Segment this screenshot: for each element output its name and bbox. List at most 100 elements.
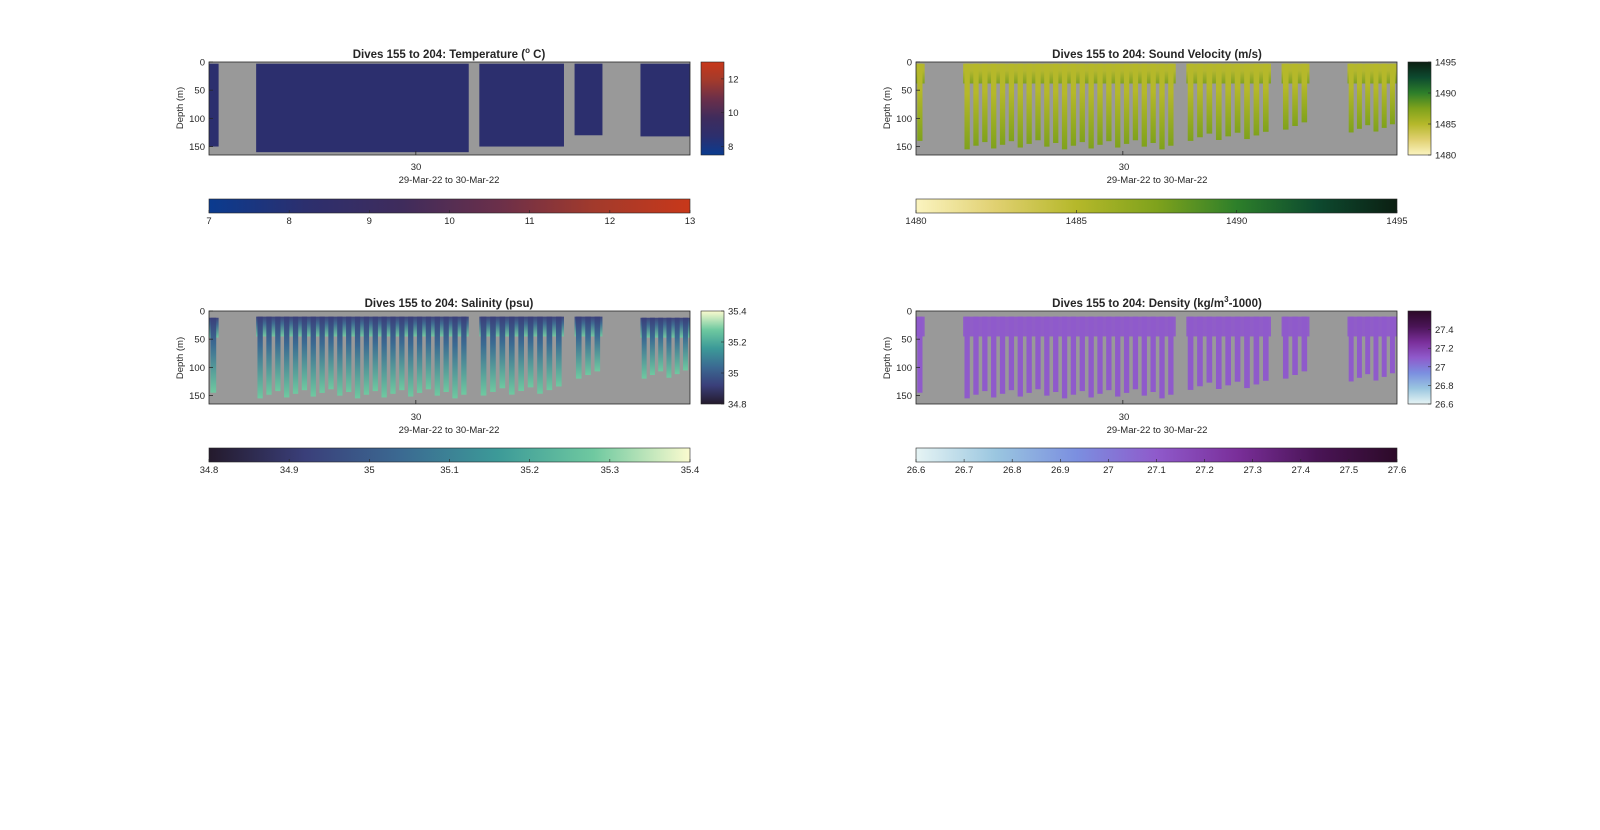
salinity-dive-column: [319, 316, 325, 393]
density-colorbar-bottom-label: 26.9: [1051, 465, 1070, 476]
sound-velocity-dive-column: [1197, 63, 1203, 138]
density-dive-column: [917, 316, 923, 393]
sound-velocity-ylabel: Depth (m): [882, 87, 893, 129]
temperature-colorbar-right-label: 12: [728, 74, 739, 85]
temperature-axes-frame: [208, 61, 691, 156]
salinity-dive-column: [537, 316, 543, 394]
density-title: Dives 155 to 204: Density (kg/m3-1000): [1052, 295, 1262, 310]
density-colorbar-bottom-label: 27: [1103, 465, 1114, 476]
density-dive-column: [1008, 316, 1015, 391]
salinity-dive-column: [354, 316, 361, 399]
density-dive-column: [1365, 316, 1371, 375]
salinity-colorbar-right: [700, 310, 725, 405]
density-dive-column: [1381, 316, 1387, 377]
sound-velocity-dive-column: [999, 63, 1006, 145]
sound-velocity-dive-column: [1017, 63, 1023, 148]
density-dive-column: [1197, 316, 1203, 387]
temperature-profile-group: [574, 63, 603, 136]
density-dive-column: [1373, 316, 1379, 381]
density-colorbar-right-label: 26.6: [1435, 400, 1454, 411]
temperature-title: Dives 155 to 204: Temperature (o C): [353, 46, 546, 61]
density-dive-column: [1115, 316, 1121, 397]
salinity-dive-column: [555, 316, 562, 387]
sound-velocity-colorbar-right-label: 1480: [1435, 151, 1456, 162]
sound-velocity-dive-column: [1061, 63, 1068, 150]
density-dive-column: [964, 316, 970, 399]
sound-velocity-axes-frame: [915, 61, 1398, 156]
density-ytick-label: 50: [901, 335, 912, 346]
density-ytick-label: 100: [896, 363, 912, 374]
sound-velocity-ytick-label: 50: [901, 86, 912, 97]
sound-velocity-dive-column: [1356, 63, 1362, 129]
temperature-colorbar-bottom-label: 13: [685, 216, 696, 227]
salinity-dive-column: [682, 317, 688, 371]
salinity-dive-column: [337, 316, 343, 396]
sound-velocity-dive-column: [1070, 63, 1077, 146]
salinity-surface-layer: [256, 316, 469, 337]
density-dive-column: [1106, 316, 1112, 391]
sound-velocity-dive-column: [1168, 63, 1174, 146]
density-dive-column: [982, 316, 988, 392]
sound-velocity-dive-column: [1389, 63, 1395, 125]
salinity-ytick-label: 150: [189, 391, 205, 402]
salinity-dive-column: [546, 316, 553, 391]
density-dive-column: [1061, 316, 1068, 399]
sound-velocity-colorbar-bottom: [915, 198, 1398, 214]
sound-velocity-dive-column: [1253, 63, 1260, 136]
salinity-dive-column: [480, 316, 487, 396]
salinity-colorbar-right-label: 35.2: [728, 338, 747, 349]
sound-velocity-dive-column: [1053, 63, 1059, 143]
salinity-dive-column: [363, 316, 370, 395]
salinity-panel: Dives 155 to 204: Salinity (psu) Depth (…: [175, 298, 747, 476]
salinity-dive-column: [301, 316, 308, 391]
sound-velocity-ytick-label: 100: [896, 114, 912, 125]
density-dive-column: [1206, 316, 1213, 383]
salinity-dive-column: [490, 316, 496, 392]
sound-velocity-panel: Dives 155 to 204: Sound Velocity (m/s) D…: [882, 49, 1456, 227]
temperature-colorbar-bottom-label: 7: [206, 216, 211, 227]
density-dive-column: [1262, 316, 1269, 381]
salinity-dive-column: [508, 316, 515, 395]
sound-velocity-dive-column: [1079, 63, 1085, 143]
salinity-dive-column: [284, 316, 290, 398]
salinity-dive-column: [399, 316, 405, 391]
density-dive-column: [1215, 316, 1222, 389]
density-dive-column: [1348, 316, 1354, 382]
temperature-ylabel: Depth (m): [175, 87, 186, 129]
salinity-dive-column: [527, 316, 534, 388]
density-dive-column: [1132, 316, 1139, 390]
density-dive-column: [1044, 316, 1050, 396]
density-dive-column: [1070, 316, 1077, 395]
salinity-dive-column: [649, 317, 655, 375]
density-dive-column: [1225, 316, 1232, 386]
salinity-colorbar-bottom-label: 35: [364, 465, 375, 476]
sound-velocity-dive-column: [1035, 63, 1041, 141]
salinity-ytick-label: 0: [200, 307, 205, 318]
density-dive-column: [1389, 316, 1395, 374]
sound-velocity-dive-column: [973, 63, 979, 146]
temperature-xtick: 30: [411, 162, 422, 173]
density-ylabel: Depth (m): [882, 337, 893, 379]
sound-velocity-dive-column: [1115, 63, 1121, 148]
temperature-profile-group: [640, 63, 690, 137]
temperature-profile-group: [479, 63, 564, 147]
sound-velocity-surface-layer: [963, 63, 1176, 84]
density-colorbar-bottom-label: 27.1: [1147, 465, 1166, 476]
density-colorbar-bottom-label: 26.7: [955, 465, 974, 476]
sound-velocity-colorbar-right-label: 1485: [1435, 120, 1456, 131]
sound-velocity-dive-column: [991, 63, 997, 149]
density-dive-column: [1356, 316, 1362, 378]
density-dive-column: [1244, 316, 1250, 389]
salinity-colorbar-bottom-label: 34.9: [280, 465, 299, 476]
density-dive-column: [1301, 316, 1308, 372]
density-dive-column: [991, 316, 997, 398]
sound-velocity-dive-column: [1215, 63, 1222, 140]
density-colorbar-right-label: 27: [1435, 362, 1446, 373]
density-panel: Dives 155 to 204: Density (kg/m3-1000) D…: [882, 295, 1454, 476]
density-colorbar-right-label: 27.4: [1435, 325, 1454, 336]
density-colorbar-bottom-label: 27.3: [1243, 465, 1262, 476]
density-dive-column: [973, 316, 979, 395]
temperature-ytick-label: 100: [189, 114, 205, 125]
temperature-ytick-label: 50: [194, 86, 205, 97]
density-dive-column: [1292, 316, 1298, 375]
